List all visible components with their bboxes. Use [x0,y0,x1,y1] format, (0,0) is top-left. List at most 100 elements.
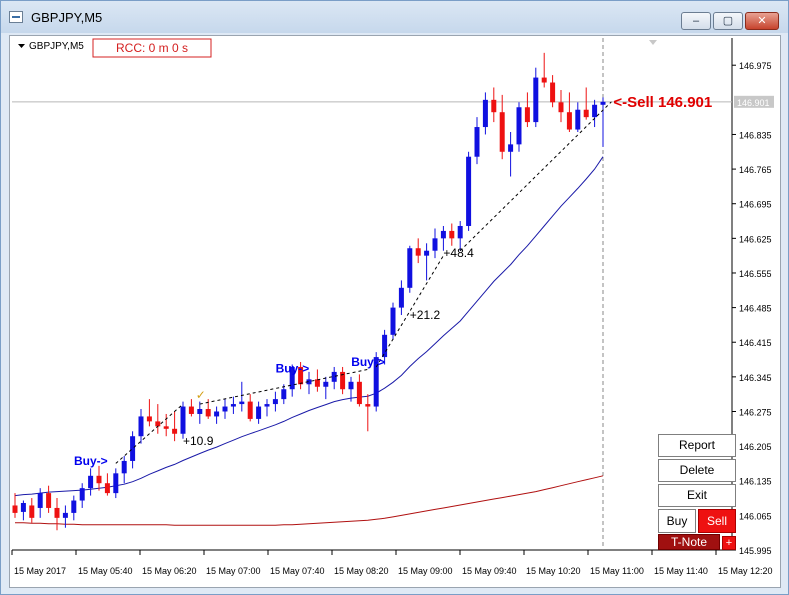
candle-body [440,230,446,239]
window-title: GBPJPY,M5 [31,10,103,25]
price-tick-label: 146.415 [739,338,772,348]
price-tick-label: 146.205 [739,442,772,452]
candle-body [37,493,43,508]
buy-button[interactable]: Buy [658,509,696,533]
candle-body [390,307,396,335]
time-tick-label: 15 May 2017 [14,566,66,576]
price-tick-label: 146.135 [739,477,772,487]
candle-body [499,112,505,152]
time-tick-label: 15 May 11:40 [654,566,708,576]
candle-body [172,428,178,434]
ma-slow-series [15,475,604,526]
shift-marker-icon [649,40,657,45]
price-tick-label: 146.275 [739,407,772,417]
trade-path-line [199,368,368,405]
candle-body [46,493,52,508]
price-tick-label: 145.995 [739,546,772,556]
candle-body [382,334,388,358]
chart-area[interactable]: 145.995 146.065 146.135 146.205 146.275 146.3… [9,35,781,588]
delete-button[interactable]: Delete [658,459,736,482]
candle-body [20,503,26,512]
candle-body [222,406,228,412]
candle-body [583,109,589,118]
candle-body [214,411,220,417]
candle-body [146,416,152,422]
exit-button[interactable]: Exit [658,484,736,507]
current-price-label-bg [734,95,774,108]
candle-body [575,109,581,130]
price-tick-label: 146.695 [739,200,772,210]
add-note-button[interactable]: + [722,536,736,550]
candle-body [197,409,203,414]
candle-body [600,101,606,105]
price-tick-label: 146.555 [739,269,772,279]
candle-body [88,475,94,489]
maximize-icon: ▢ [722,15,734,27]
candle-body [247,401,253,419]
rcc-label: RCC: 0 m 0 s [116,41,188,55]
time-tick-label: 15 May 09:00 [398,566,453,576]
candle-body [71,500,77,513]
chart-symbol-label: GBPJPY,M5 [29,41,84,52]
candle-body [289,366,295,390]
price-tick-label: 146.485 [739,304,772,314]
title-bar[interactable]: GBPJPY,M5 – ▢ ✕ [1,1,788,33]
candle-body [466,156,472,226]
price-tick-label: 146.975 [739,61,772,71]
candle-body [130,436,136,461]
time-tick-label: 15 May 11:00 [590,566,644,576]
candle-body [272,399,278,405]
time-tick-label: 15 May 10:20 [526,566,581,576]
candle-body [415,248,421,256]
candle-body [256,406,262,419]
buy-annotation: Buy-> [276,361,310,375]
candle-body [163,426,169,429]
trade-path-line [459,101,612,252]
candle-body [264,404,270,407]
maximize-button[interactable]: ▢ [713,12,743,30]
candle-body [356,381,362,405]
candle-body [239,401,245,405]
time-tick-label: 15 May 07:00 [206,566,261,576]
candle-body [188,406,194,414]
t-note-button[interactable]: T-Note [658,534,720,550]
candle-body [365,404,371,407]
time-tick-label: 15 May 09:40 [462,566,517,576]
candle-body [104,483,110,494]
candle-body [407,248,413,288]
candle-body [180,406,186,434]
minimize-button[interactable]: – [681,12,711,30]
candle-body [155,421,161,427]
candle-body [12,505,18,513]
report-button[interactable]: Report [658,434,736,457]
candle-body [79,488,85,501]
candle-body [348,381,354,390]
price-tick-label: 146.835 [739,130,772,140]
time-tick-label: 15 May 07:40 [270,566,325,576]
minimize-icon: – [692,15,700,27]
candle-body [533,77,539,123]
candle-body [558,102,564,113]
candle-body [491,99,497,113]
sell-button[interactable]: Sell [698,509,736,533]
profit-annotation: +21.2 [410,308,441,322]
candle-body [281,389,287,400]
candle-body [432,238,438,251]
checkmark-icon: ✓ [196,388,206,402]
price-tick-label: 146.765 [739,165,772,175]
buy-annotation: Buy-> [74,454,108,468]
candle-body [298,366,304,385]
candle-body [449,230,455,239]
chart-window-icon [9,11,23,23]
profit-annotation: +10.9 [183,434,214,448]
candle-body [205,409,211,417]
price-chart[interactable]: 145.995 146.065 146.135 146.205 146.275 146.3… [10,36,780,587]
candle-body [96,475,102,484]
candle-body [29,505,35,518]
close-button[interactable]: ✕ [745,12,779,30]
candle-body [457,225,463,239]
candle-body [508,144,514,152]
close-icon: ✕ [757,15,767,27]
price-tick-label: 146.625 [739,234,772,244]
candle-body [482,99,488,128]
